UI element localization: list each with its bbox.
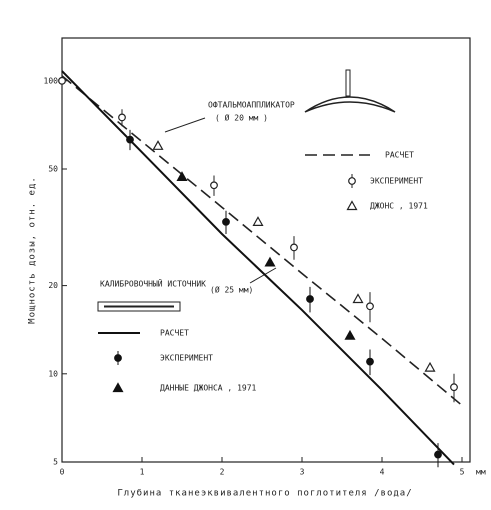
line [61,75,463,407]
marker [252,216,264,226]
marker [118,113,126,122]
y-axis-label: Мощность дозы, отн. ед. [28,176,38,324]
legend-label: ЭКСПЕРИМЕНТ [160,354,213,363]
y-tick-label: 100 [44,76,59,85]
y-tick-label: 50 [48,165,58,174]
marker [176,171,188,181]
marker [424,361,436,372]
legend-label: ДЖОНС , 1971 [370,202,428,211]
x-tick-label: 2 [220,468,225,477]
line [61,70,455,466]
marker [450,383,458,392]
legend-swatch [114,354,122,362]
y-tick-label: 10 [48,369,58,378]
leader-line [249,267,277,284]
x-tick-label: 4 [380,468,385,477]
marker [222,217,230,226]
y-tick-label: 20 [48,281,58,290]
applicator-icon [304,96,396,113]
plot-frame [61,37,471,463]
y-tick-label: 5 [53,458,58,467]
legend-swatch [346,200,358,211]
legend-label: ДАННЫЕ ДЖОНСА , 1971 [160,384,257,393]
marker [58,76,66,85]
legend-swatch [348,177,356,185]
annotation: КАЛИБРОВОЧНЫЙ ИСТОЧНИК [100,278,206,289]
x-unit: мм [476,468,486,477]
x-tick-label: 3 [300,468,305,477]
source-icon [97,301,181,312]
x-axis-label: Глубина тканеэквивалентного поглотителя … [117,488,412,499]
x-tick-label: 0 [60,468,65,477]
marker [366,302,374,311]
annotation: ОФТАЛЬМОАППЛИКАТОР [208,101,295,110]
legend-swatch [112,382,124,393]
marker [264,256,276,267]
marker [126,135,134,144]
marker [152,140,164,150]
applicator-icon [345,69,351,97]
legend-label: РАСЧЕТ [160,329,189,338]
annotation: (Ø 25 мм) [210,285,253,295]
annotation: ( Ø 20 мм ) [215,113,268,123]
marker [352,293,364,304]
x-tick-label: 1 [140,468,145,477]
marker [306,295,314,303]
marker [366,357,374,366]
legend-label: РАСЧЕТ [385,151,414,160]
marker [434,450,442,459]
leader-line [164,117,206,133]
marker [344,329,356,340]
x-tick-label: 5 [460,468,465,477]
marker [290,243,298,252]
legend-label: ЭКСПЕРИМЕНТ [370,177,423,186]
marker [210,181,218,190]
